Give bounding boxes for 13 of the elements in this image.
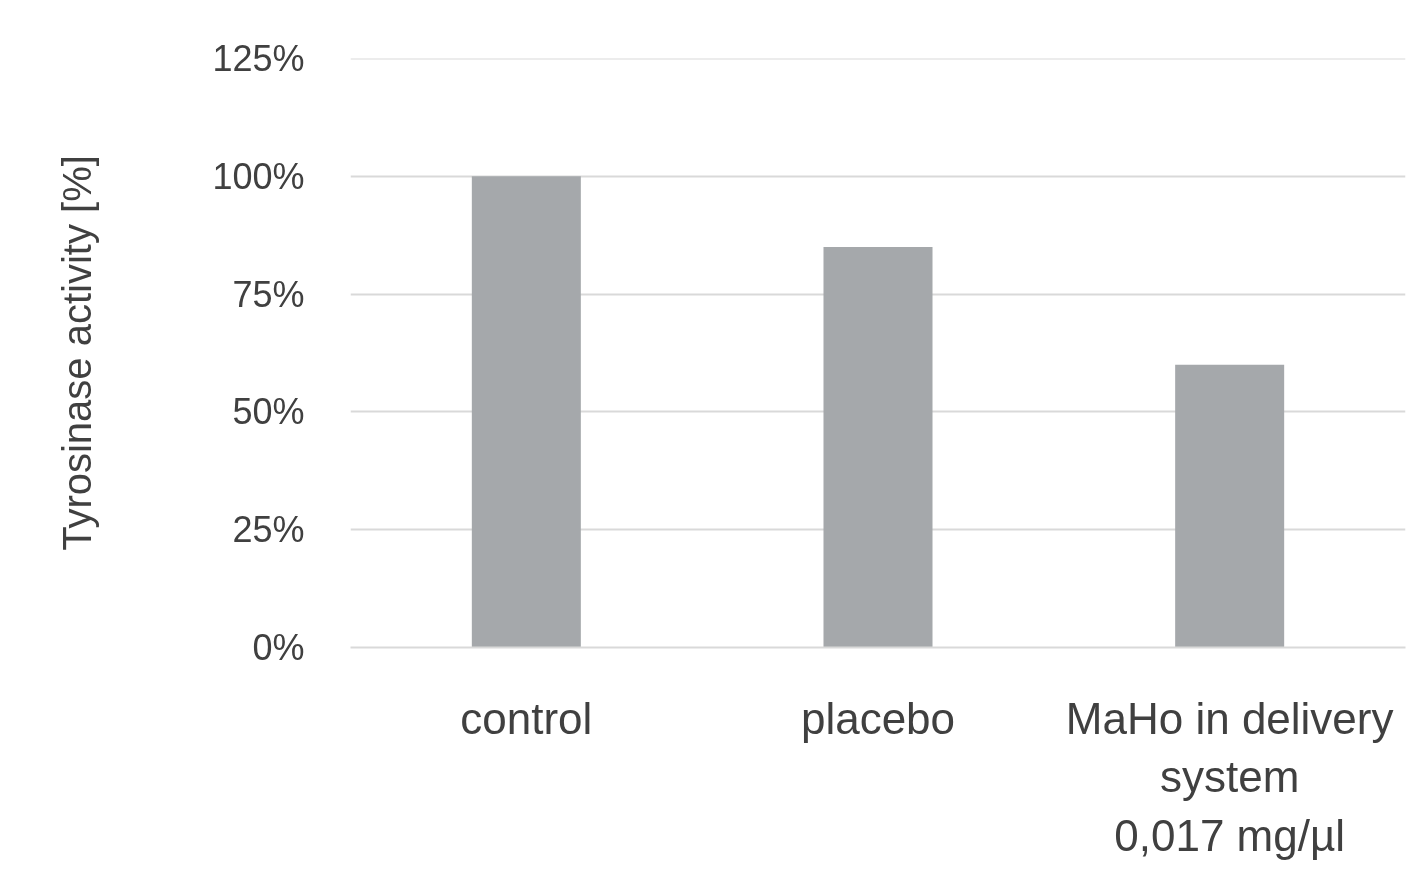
y-tick-label: 75% bbox=[232, 273, 305, 315]
bar bbox=[471, 176, 581, 648]
y-tick-label: 50% bbox=[232, 391, 305, 433]
y-tick-label: 100% bbox=[212, 155, 305, 197]
x-tick-label: control bbox=[460, 693, 593, 743]
y-axis-title: Tyrosinase activity [%] bbox=[55, 155, 100, 551]
x-tick-label: MaHo in delivery system 0,017 mg/µl bbox=[1065, 693, 1394, 861]
y-tick-label: 125% bbox=[212, 38, 305, 79]
y-tick-label: 0% bbox=[252, 627, 305, 668]
bar bbox=[823, 246, 933, 648]
y-tick-label: 25% bbox=[232, 509, 305, 551]
x-tick-label: placebo bbox=[800, 693, 956, 743]
bar bbox=[1175, 364, 1285, 648]
